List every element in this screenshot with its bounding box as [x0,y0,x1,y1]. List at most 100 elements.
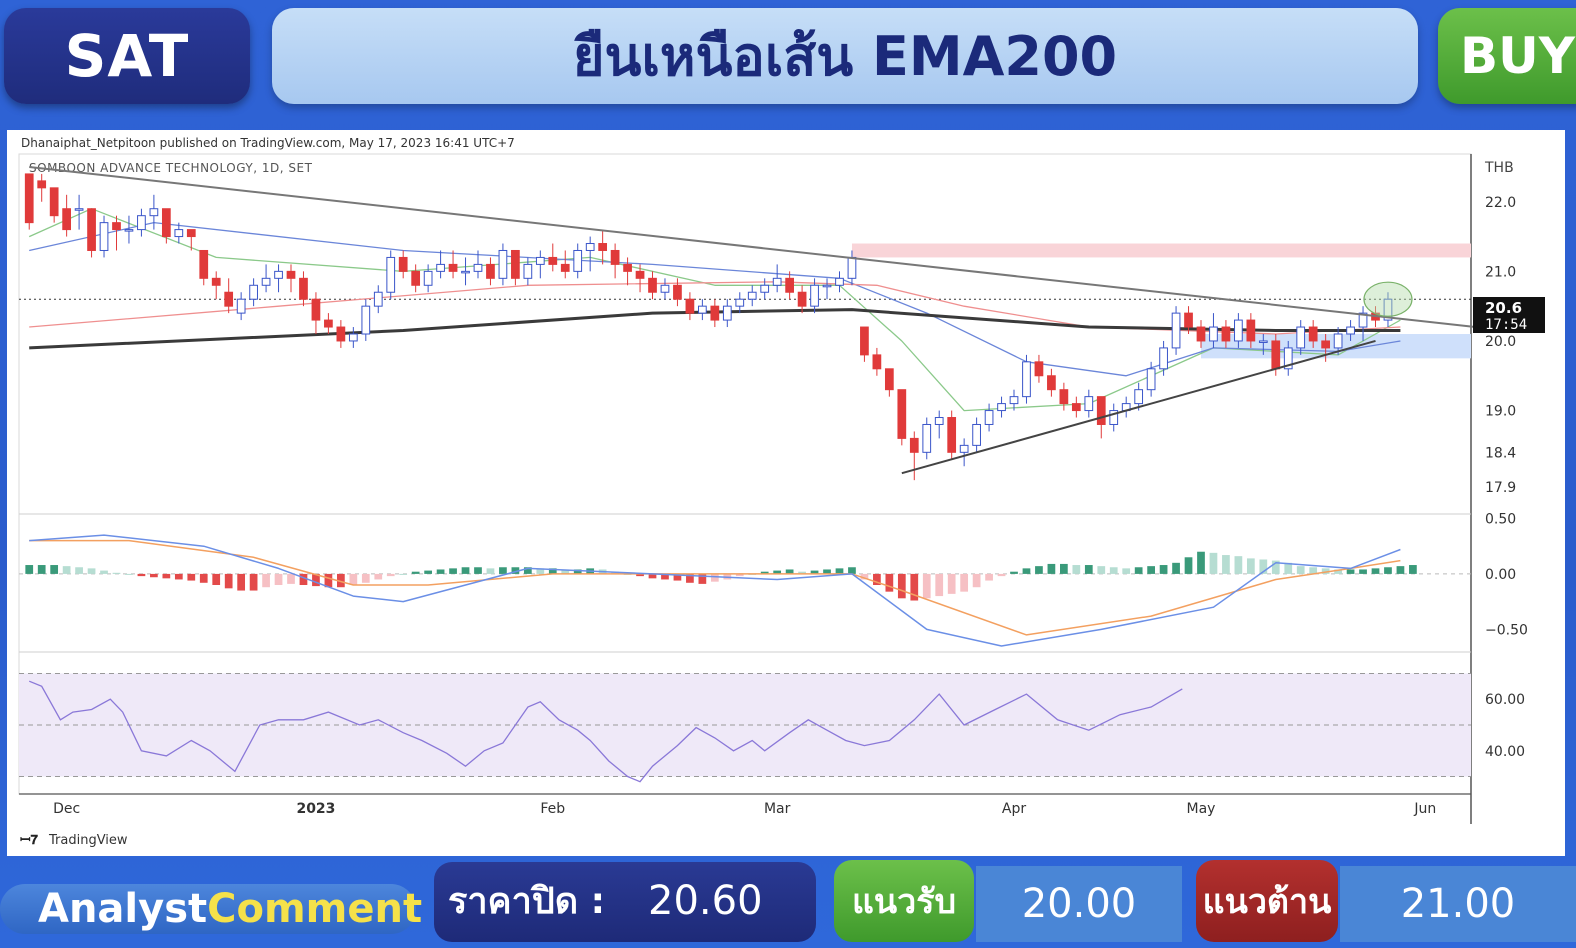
candle-body [897,389,907,439]
candle [1308,320,1318,348]
candle-body [1246,319,1256,342]
candle-body [511,249,520,279]
macd-histogram-bar [137,573,146,577]
candle [835,271,844,293]
time-tick-label: May [1187,801,1216,817]
candle-body [1296,326,1306,349]
macd-tick-label: −0.50 [1485,622,1528,638]
candle [585,236,595,272]
candle-body [423,270,433,286]
symbol-line: SOMBOON ADVANCE TECHNOLOGY, 1D, SET [29,161,313,175]
macd-histogram-bar [1147,566,1155,574]
candle-body [635,270,645,279]
resistance-label-box: แนวต้าน [1196,860,1338,942]
price-chart: Dhanaiphat_Netpitoon published on Tradin… [18,136,1545,848]
candle [884,368,894,397]
macd-histogram-bar [1246,558,1255,574]
candle [822,278,832,300]
macd-histogram-bar [461,567,470,574]
candle-body [1022,361,1031,398]
candle [74,194,84,230]
published-note: Dhanaiphat_Netpitoon published on Tradin… [21,136,515,150]
macd-histogram-bar [710,573,719,582]
macd-histogram-bar [449,568,457,574]
headline-text: ยืนเหนือเส้น EMA200 [572,25,1118,88]
rsi-line [28,680,1183,783]
candle [286,264,296,293]
candle-body [311,298,321,321]
macd-histogram-bar [1209,552,1218,574]
macd-histogram-bar [536,568,545,574]
macd-histogram-bar [386,573,395,577]
macd-histogram-bar [1072,565,1081,574]
candle-body [884,368,894,391]
candle-body [336,326,346,342]
candle [560,250,570,279]
macd-histogram-bar [686,573,694,583]
candle [211,271,221,300]
candle-body [1159,347,1168,370]
candle-body [37,180,47,189]
candle-body [236,298,246,314]
macd-histogram-bar [374,573,383,580]
candle [112,215,121,251]
candle [236,292,246,321]
candle-body [835,277,844,286]
candle-body [448,263,458,272]
candle [772,264,782,293]
candle [997,396,1006,418]
bar-countdown: 17:54 [1485,317,1527,333]
resistance-value-box: 21.00 [1340,866,1576,942]
candle [922,417,932,460]
time-tick-label: Apr [1002,801,1026,817]
candle [336,320,346,348]
candle-body [224,291,234,307]
macd-histogram-bar [735,573,744,577]
candle-body [523,263,533,279]
candle-body [1196,326,1206,342]
macd-histogram-bar [75,567,83,574]
tradingview-logo: ꟷ𝟕 TradingView [20,833,128,848]
candle [1383,292,1393,328]
candle [972,417,981,453]
candle-body [174,229,184,238]
macd-histogram-bar [62,566,71,574]
candle-body [137,215,146,231]
macd-histogram-bar [823,569,831,574]
candle [598,229,608,265]
macd-histogram-bar [1396,566,1405,574]
candle [261,264,271,293]
ticker-badge: SAT [4,8,250,104]
candle-body [1383,298,1393,321]
macd-histogram-bar [511,567,520,574]
macd-histogram-bar [1084,565,1093,574]
candle-body [660,284,670,293]
macd-histogram-bar [1346,569,1355,574]
macd-histogram-bar [1060,563,1068,574]
candle [535,250,545,279]
support-label: แนวรับ [851,882,957,922]
candle-body [1134,389,1144,405]
candle [62,194,71,237]
candle-body [461,270,470,274]
signal-badge: BUY [1438,8,1576,104]
candle [1221,320,1231,348]
macd-histogram-bar [25,565,34,574]
macd-histogram-bar [947,573,956,594]
candle-body [847,256,857,279]
candle-body [623,263,632,272]
candle-body [735,298,745,307]
candle-body [299,277,308,300]
macd-histogram-bar [199,573,208,583]
candle-body [1034,361,1044,377]
macd-histogram-bar [972,573,981,588]
candle [373,285,383,314]
macd-histogram-bar [661,573,669,580]
macd-histogram-bar [112,572,121,574]
candle [897,389,907,446]
macd-histogram-bar [162,573,171,579]
macd-histogram-bar [910,573,919,601]
candle [49,187,59,223]
candle-body [1258,340,1268,343]
candle [685,292,695,321]
